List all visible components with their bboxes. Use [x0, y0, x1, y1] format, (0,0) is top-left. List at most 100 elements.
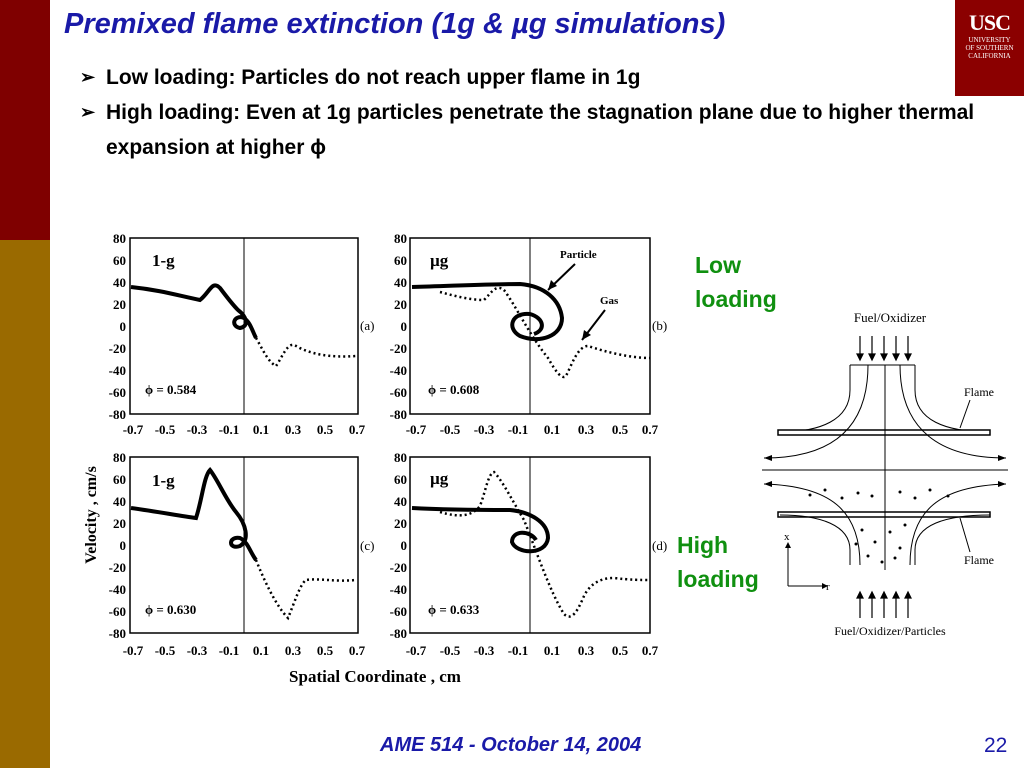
panel-a: 80 60 40 20 0 -20 -40 -60 -80 -0.7 -0.5 …	[109, 231, 375, 437]
x-tick: 0.5	[317, 643, 334, 658]
logo-mark: USC	[968, 10, 1011, 35]
x-tick: -0.3	[187, 643, 208, 658]
y-tick: 60	[394, 253, 407, 268]
phi-value: ϕ = 0.608	[428, 382, 480, 397]
x-tick: 0.5	[612, 422, 629, 437]
y-tick: 0	[120, 319, 127, 334]
y-tick: 40	[394, 275, 407, 290]
bullet-item: ➢ High loading: Even at 1g particles pen…	[80, 95, 1000, 165]
x-tick: 0.5	[612, 643, 629, 658]
x-tick: -0.7	[406, 643, 427, 658]
y-tick: -80	[390, 626, 407, 641]
logo-line-1: UNIVERSITY	[968, 36, 1011, 44]
flame-top-label: Flame	[964, 385, 994, 399]
x-tick: 0.7	[642, 643, 659, 658]
panel-letter: (c)	[360, 538, 374, 553]
x-tick: -0.1	[219, 422, 240, 437]
phi-value: ϕ = 0.630	[145, 602, 196, 617]
x-tick: -0.3	[187, 422, 208, 437]
y-tick: -80	[109, 626, 126, 641]
axis-r-label: r	[826, 581, 830, 593]
y-tick: -40	[390, 582, 407, 597]
y-tick: -80	[109, 407, 126, 422]
x-tick: 0.7	[642, 422, 659, 437]
y-tick: 80	[113, 450, 126, 465]
y-tick: -40	[109, 582, 126, 597]
x-tick: 0.1	[253, 422, 269, 437]
fuel-oxidizer-label: Fuel/Oxidizer	[854, 310, 927, 325]
y-tick: 0	[401, 538, 408, 553]
lower-flame-plate	[777, 511, 991, 518]
x-axis-label: Spatial Coordinate , cm	[289, 667, 461, 686]
x-tick: 0.3	[578, 422, 595, 437]
y-tick: 20	[394, 297, 407, 312]
x-tick: -0.1	[508, 422, 529, 437]
x-tick: -0.5	[155, 422, 176, 437]
phi-value: ϕ = 0.584	[145, 382, 197, 397]
x-tick: -0.3	[474, 643, 495, 658]
panel-d: 80 60 40 20 0 -20 -40 -60 -80 -0.7 -0.5 …	[390, 450, 668, 658]
y-tick: -20	[390, 560, 407, 575]
upper-flame-plate	[777, 429, 991, 436]
x-tick: -0.5	[155, 643, 176, 658]
slide-title: Premixed flame extinction (1g & µg simul…	[64, 8, 726, 40]
y-tick: 40	[113, 275, 126, 290]
flame-bottom-label: Flame	[964, 553, 994, 567]
bullet-text: High loading: Even at 1g particles penet…	[106, 101, 975, 159]
bullet-item: ➢ Low loading: Particles do not reach up…	[80, 60, 1000, 95]
y-tick: -20	[109, 341, 126, 356]
x-tick: 0.3	[578, 643, 595, 658]
arrow-bullet-icon: ➢	[80, 67, 96, 87]
axis-x-label: x	[784, 531, 790, 543]
panel-b: 80 60 40 20 0 -20 -40 -60 -80 -0.7 -0.5 …	[390, 231, 668, 437]
y-tick: -20	[390, 341, 407, 356]
y-tick: -80	[390, 407, 407, 422]
usc-logo: USC UNIVERSITY OF SOUTHERN CALIFORNIA	[955, 0, 1024, 96]
page-number: 22	[984, 734, 1008, 757]
y-tick: -40	[390, 363, 407, 378]
panel-tag: µg	[430, 469, 449, 488]
high-loading-label: High loading	[677, 532, 759, 592]
counterflow-diagram: Fuel/Oxidizer Flame Flame	[762, 310, 1008, 638]
arrow-bullet-icon: ➢	[80, 102, 96, 122]
logo-line-3: CALIFORNIA	[968, 52, 1011, 60]
y-tick: -60	[390, 385, 407, 400]
sidebar-bottom-band	[0, 240, 50, 768]
y-tick: 40	[394, 494, 407, 509]
panel-c: 80 60 40 20 0 -20 -40 -60 -80 -0.7 -0.5 …	[109, 450, 375, 658]
y-tick: 20	[113, 297, 126, 312]
y-tick: 20	[394, 516, 407, 531]
y-tick: -20	[109, 560, 126, 575]
x-tick: 0.1	[544, 643, 560, 658]
particle-label: Particle	[560, 249, 597, 261]
y-tick: 0	[401, 319, 408, 334]
phi-value: ϕ = 0.633	[428, 602, 480, 617]
x-tick: -0.3	[474, 422, 495, 437]
x-tick: -0.7	[406, 422, 427, 437]
y-tick: 60	[113, 472, 126, 487]
x-tick: 0.7	[349, 643, 366, 658]
x-tick: -0.7	[123, 422, 144, 437]
panel-letter: (a)	[360, 318, 374, 333]
bullet-list: ➢ Low loading: Particles do not reach up…	[80, 60, 1000, 165]
x-tick: -0.5	[440, 643, 461, 658]
y-tick: 40	[113, 494, 126, 509]
y-tick: -40	[109, 363, 126, 378]
panel-letter: (b)	[652, 318, 667, 333]
panel-tag: 1-g	[152, 251, 175, 270]
y-tick: 0	[120, 538, 127, 553]
panel-letter: (d)	[652, 538, 667, 553]
x-tick: 0.5	[317, 422, 334, 437]
sidebar-top-band	[0, 0, 50, 240]
y-tick: -60	[109, 385, 126, 400]
logo-line-2: OF SOUTHERN	[965, 44, 1014, 52]
x-tick: -0.1	[219, 643, 240, 658]
y-axis-label: Velocity , cm/s	[83, 466, 100, 564]
y-tick: 80	[113, 231, 126, 246]
gas-label: Gas	[600, 295, 619, 307]
x-tick: 0.7	[349, 422, 366, 437]
y-tick: 20	[113, 516, 126, 531]
x-tick: -0.7	[123, 643, 144, 658]
y-tick: 80	[394, 450, 407, 465]
x-tick: 0.3	[285, 643, 302, 658]
